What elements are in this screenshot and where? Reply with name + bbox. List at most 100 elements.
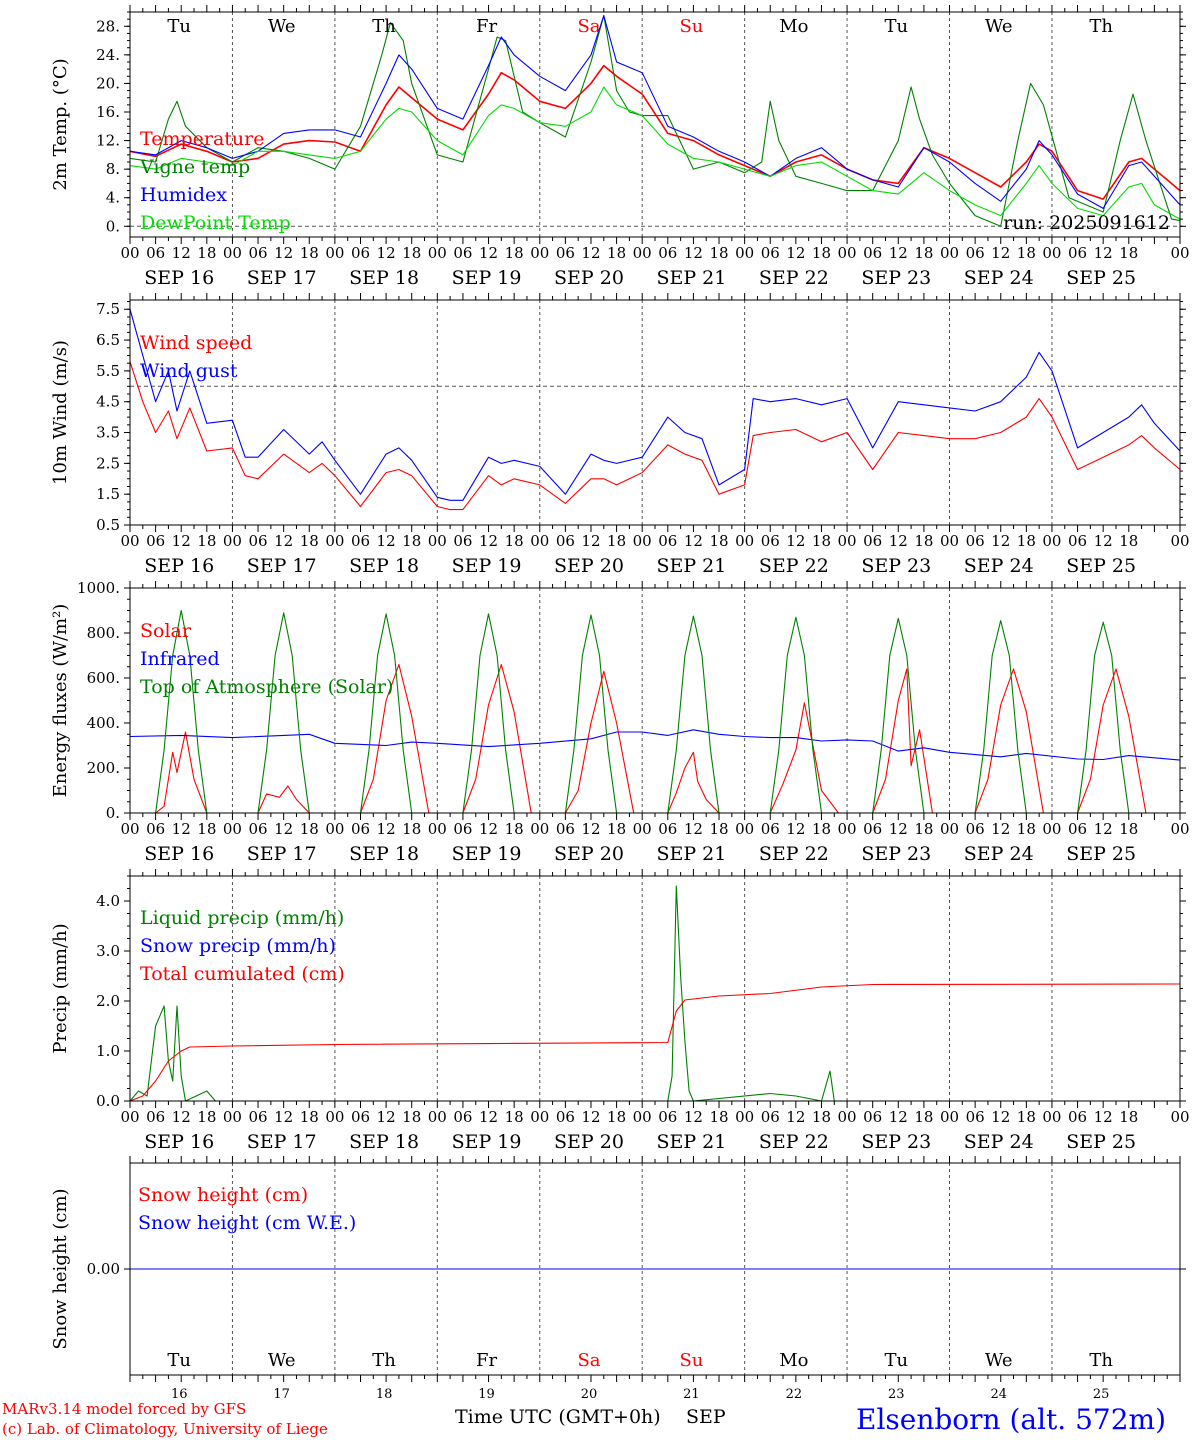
day-number: 23 (888, 1387, 905, 1402)
hour-label: 12 (684, 820, 703, 838)
date-label: SEP 24 (964, 267, 1034, 289)
hour-label: 12 (479, 820, 498, 838)
hour-label: 06 (1068, 820, 1087, 838)
date-label: SEP 20 (554, 1131, 624, 1153)
hour-label: 12 (581, 244, 600, 262)
hour-label: 06 (1068, 532, 1087, 550)
y-tick-label: 3.0 (96, 942, 120, 960)
hour-label: 06 (761, 820, 780, 838)
day-number: 20 (581, 1387, 598, 1402)
hour-label: 12 (889, 820, 908, 838)
hour-label: 00 (428, 532, 447, 550)
hour-label: 18 (914, 820, 933, 838)
hour-label: 06 (863, 1108, 882, 1126)
dow-label-bottom: Th (372, 1350, 396, 1371)
hour-label: 12 (377, 244, 396, 262)
hour-label: 12 (786, 820, 805, 838)
hour-label: 06 (351, 820, 370, 838)
hour-label: 12 (479, 1108, 498, 1126)
hour-label: 00 (1042, 1108, 1061, 1126)
dow-label-bottom: Th (1089, 1350, 1113, 1371)
hour-label: 06 (249, 532, 268, 550)
hour-label: 18 (505, 1108, 524, 1126)
date-label: SEP 17 (247, 843, 317, 865)
legend-wind-speed: Wind speed (140, 332, 252, 354)
date-label: SEP 20 (554, 555, 624, 577)
y-tick-label: 4. (106, 189, 120, 207)
y-tick-label: 1.5 (96, 485, 120, 503)
date-label: SEP 24 (964, 1131, 1034, 1153)
y-tick-label: 3.5 (96, 424, 120, 442)
hour-label: 18 (914, 532, 933, 550)
dow-label-top: We (268, 16, 296, 37)
hour-label: 12 (786, 244, 805, 262)
dow-label-top: Fr (476, 16, 497, 37)
date-label: SEP 23 (861, 267, 931, 289)
series-wind-speed (129, 361, 1181, 511)
station-name: Elsenborn (alt. 572m) (856, 1403, 1167, 1436)
hour-label: 00 (1042, 244, 1061, 262)
hour-label: 18 (300, 244, 319, 262)
hour-label: 06 (966, 820, 985, 838)
hour-label: 06 (863, 244, 882, 262)
date-label: SEP 18 (349, 1131, 419, 1153)
legend-temperature: Temperature (140, 128, 264, 150)
hour-label: 18 (607, 820, 626, 838)
y-tick-label: 0. (106, 217, 120, 235)
hour-label: 00 (838, 1108, 857, 1126)
hour-label: 18 (1119, 820, 1138, 838)
y-axis-title: 2m Temp. (°C) (50, 58, 71, 190)
y-tick-label: 4.5 (96, 393, 120, 411)
date-label: SEP 24 (964, 555, 1034, 577)
hour-label: 18 (607, 532, 626, 550)
hour-label: 00 (735, 532, 754, 550)
legend-vigne-temp: Vigne temp (139, 156, 250, 178)
hour-label: 12 (786, 1108, 805, 1126)
y-axis-title: Snow height (cm) (50, 1188, 71, 1349)
legend-infrared: Infrared (140, 648, 220, 670)
y-axis-title: Precip (mm/h) (50, 923, 71, 1053)
y-tick-label: 0.00 (87, 1260, 120, 1278)
y-tick-label: 0.0 (96, 1092, 120, 1110)
date-label: SEP 25 (1066, 843, 1136, 865)
hour-label: 12 (684, 1108, 703, 1126)
date-label: SEP 22 (759, 1131, 829, 1153)
date-label: SEP 23 (861, 555, 931, 577)
hour-label: 06 (453, 532, 472, 550)
date-label: SEP 19 (452, 555, 522, 577)
hour-label: 18 (300, 1108, 319, 1126)
series-vigne-temp (129, 15, 1181, 227)
hour-label: 12 (377, 820, 396, 838)
hour-label: 18 (1119, 1108, 1138, 1126)
y-tick-label: 4.0 (96, 892, 120, 910)
hour-label: 06 (966, 532, 985, 550)
hour-label: 06 (146, 820, 165, 838)
date-label: SEP 21 (656, 555, 726, 577)
legend-snow-height-cm-: Snow height (cm) (138, 1184, 308, 1206)
plot-frame (129, 299, 1181, 526)
series-infrared (129, 729, 1181, 761)
hour-label: 12 (1094, 244, 1113, 262)
hour-label: 00 (633, 1108, 652, 1126)
y-tick-label: 7.5 (96, 300, 120, 318)
dow-label-top: Mo (779, 16, 808, 37)
hour-label: 12 (889, 532, 908, 550)
hour-label: 00 (940, 820, 959, 838)
hour-label: 06 (1068, 1108, 1087, 1126)
panel-temperature: 28. 24. 20. 16. 12. 8. 4. 0. 2m Temp. (°C) Temper… (50, 5, 1190, 289)
date-label: SEP 21 (656, 1131, 726, 1153)
hour-label: 18 (1017, 244, 1036, 262)
date-label: SEP 17 (247, 267, 317, 289)
hour-label: 00 (325, 244, 344, 262)
hour-label: 00 (735, 244, 754, 262)
dow-label-bottom: Fr (476, 1350, 497, 1371)
dow-label-top: Sa (577, 16, 600, 37)
date-label: SEP 21 (656, 267, 726, 289)
y-tick-label: 800. (87, 624, 120, 642)
date-label: SEP 21 (656, 843, 726, 865)
hour-label: 06 (556, 1108, 575, 1126)
day-number: 16 (171, 1387, 188, 1402)
hour-label: 00 (120, 820, 139, 838)
dow-label-top: Tu (167, 16, 191, 37)
